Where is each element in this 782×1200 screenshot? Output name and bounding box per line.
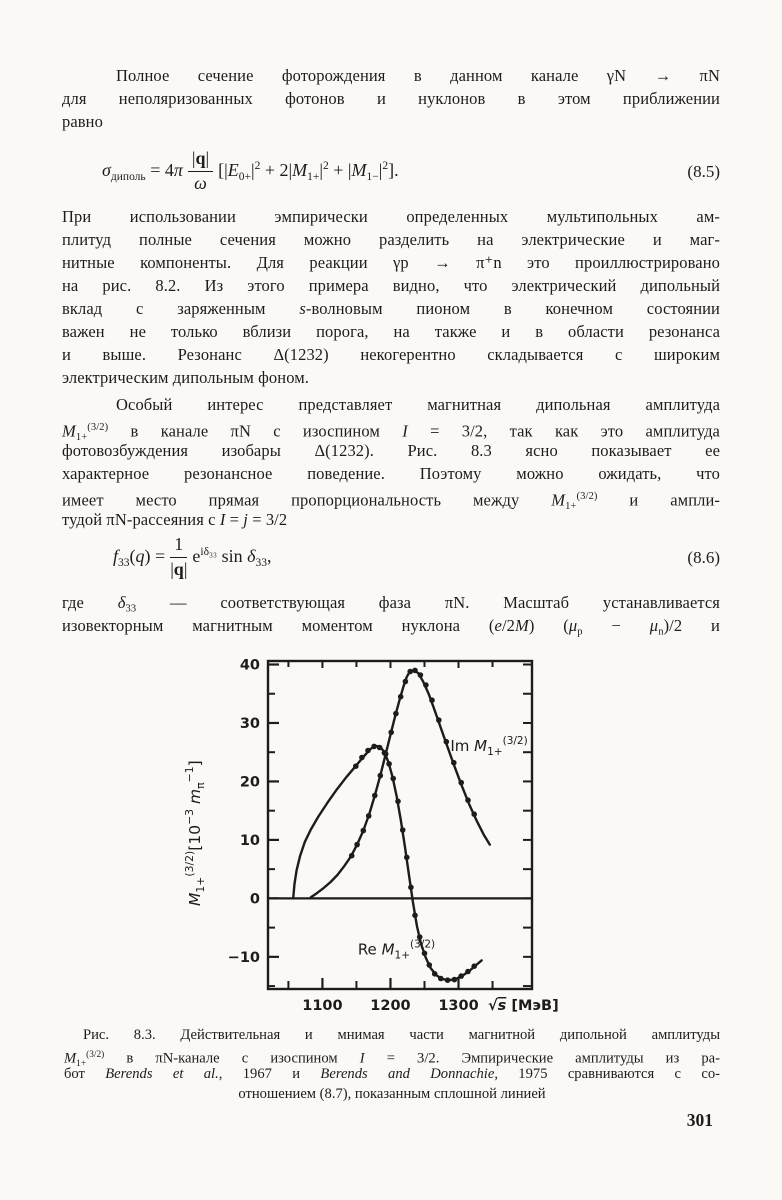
text-line: важен не только вблизи порога, на также …: [62, 322, 720, 341]
figure-8-3: −10 0 10 20 30 40 1100 1200 1300 √s [МэВ] M1+(3/2)…: [172, 646, 612, 1018]
equation-8-6: f33(q) = 1 |q| eiδ₃₃ sin δ33, (8.6): [62, 530, 720, 586]
paragraph-intro: Полное сечение фоторождения в данном кан…: [62, 64, 720, 133]
caption-line: Рис. 8.3. Действительная и мнимая части …: [83, 1027, 720, 1043]
caption-line: бот Berends et al., 1967 и Berends and D…: [64, 1066, 721, 1082]
svg-text:20: 20: [240, 774, 260, 790]
svg-text:Im M1+(3/2): Im M1+(3/2): [450, 735, 527, 758]
text-line: на рис. 8.2. Из этого примера видно, что…: [62, 276, 720, 295]
svg-text:Re M1+(3/2): Re M1+(3/2): [358, 939, 435, 962]
fraction: 1 |q|: [170, 534, 188, 580]
text-line: Полное сечение фоторождения в данном кан…: [116, 66, 720, 85]
text-line: для неполяризованных фотонов и нуклонов …: [62, 89, 720, 108]
equation-rhs: [|E0+|2 + 2|M1+|2 + |M1−|2].: [218, 160, 399, 184]
equation-lhs: σдиполь = 4π: [102, 160, 183, 184]
paragraph-multipole: При использовании эмпирически определенн…: [62, 205, 720, 389]
text-line: имеет место прямая пропорциональность ме…: [62, 490, 720, 513]
text-line: M1+(3/2) в канале πN с изоспином I = 3/2…: [62, 421, 720, 444]
caption-line: отношением (8.7), показанным сплошной ли…: [238, 1085, 546, 1102]
text-line: При использовании эмпирически определенн…: [62, 207, 720, 226]
text-line: плитуд полные сечения можно разделить на…: [62, 230, 720, 249]
caption-line: M1+(3/2) в πN-канале с изоспином I = 3/2…: [64, 1049, 720, 1069]
equation-number: (8.5): [687, 162, 720, 181]
paragraph-magnetic-dipole: Особый интерес представляет магнитная ди…: [62, 393, 720, 531]
svg-text:−10: −10: [228, 950, 260, 966]
equation-8-6-body: f33(q) = 1 |q| eiδ₃₃ sin δ33,: [113, 534, 272, 581]
text-line: тудой πN-рассеяния с I = j = 3/2: [62, 510, 288, 529]
text-line: где δ33 — соответствующая фаза πN. Масшт…: [62, 593, 720, 615]
svg-text:1100: 1100: [302, 998, 342, 1014]
equation-number: (8.6): [687, 548, 720, 567]
text-line: нитные компоненты. Для реакции γp → π⁺n …: [62, 253, 720, 272]
equation-8-5: σдиполь = 4π |q| ω [|E0+|2 + 2|M1+|2 + |…: [62, 144, 720, 200]
fraction-denominator: ω: [194, 172, 207, 193]
text-line: изовекторным магнитным моментом нуклона …: [62, 616, 720, 638]
svg-text:0: 0: [250, 891, 260, 907]
fraction: |q| ω: [187, 148, 214, 194]
fraction-denominator: |q|: [170, 558, 188, 579]
svg-text:1300: 1300: [438, 998, 478, 1014]
text-line: вклад с заряженным s-волновым пионом в к…: [62, 299, 720, 318]
svg-text:√s [МэВ]: √s [МэВ]: [488, 997, 559, 1014]
amplitude-chart: −10 0 10 20 30 40 1100 1200 1300 √s [МэВ] M1+(3/2)…: [183, 658, 559, 1014]
svg-text:10: 10: [240, 833, 260, 849]
equation-rhs: eiδ₃₃ sin δ33,: [192, 546, 272, 570]
text-line: равно: [62, 112, 103, 131]
figure-caption: Рис. 8.3. Действительная и мнимая части …: [64, 1026, 720, 1104]
text-line: Особый интерес представляет магнитная ди…: [116, 395, 720, 414]
equation-lhs: f33(q) =: [113, 546, 166, 570]
svg-text:40: 40: [240, 658, 260, 674]
text-line: характерное резонансное поведение. Поэто…: [62, 464, 720, 483]
page-number: 301: [686, 1110, 713, 1130]
paragraph-phase: где δ33 — соответствующая фаза πN. Масшт…: [62, 591, 720, 638]
svg-text:M1+(3/2)[10−3 mπ−1]: M1+(3/2)[10−3 mπ−1]: [183, 760, 207, 906]
fraction-numerator: |q|: [187, 148, 214, 172]
svg-text:30: 30: [240, 716, 260, 732]
text-line: и выше. Резонанс Δ(1232) некогерентно ск…: [62, 345, 720, 364]
svg-text:1200: 1200: [370, 998, 410, 1014]
equation-8-5-body: σдиполь = 4π |q| ω [|E0+|2 + 2|M1+|2 + |…: [102, 148, 399, 195]
text-line: фотовозбуждения изобары Δ(1232). Рис. 8.…: [62, 441, 720, 460]
fraction-numerator: 1: [170, 534, 188, 558]
text-line: электрическим дипольным фоном.: [62, 368, 310, 387]
